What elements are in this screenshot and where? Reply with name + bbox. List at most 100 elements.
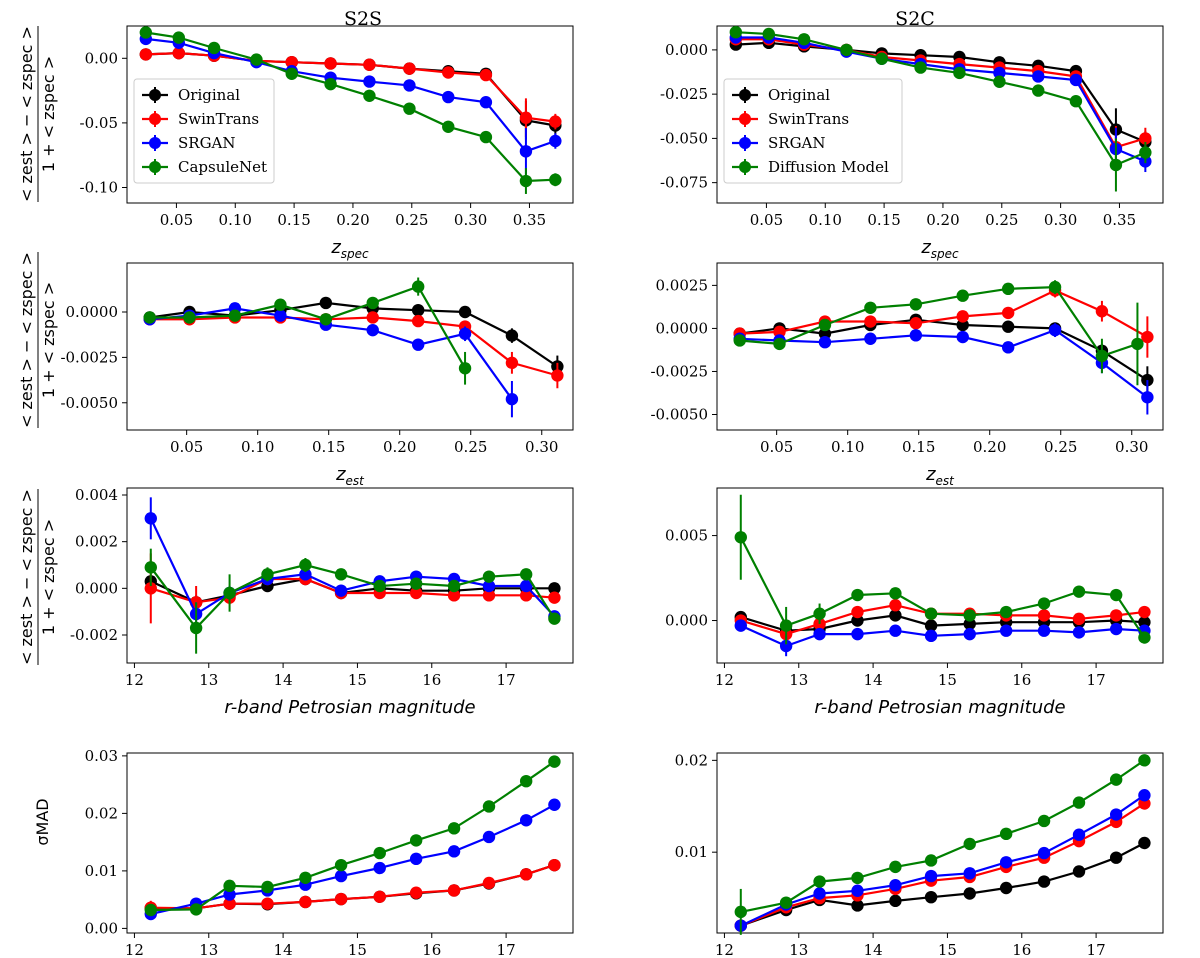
series-swintrans (143, 311, 564, 389)
ylabel-numerator: < zest > − < zspec > (17, 252, 36, 428)
x-tick-label: 0.15 (867, 211, 900, 229)
data-point (403, 62, 416, 75)
y-tick-label: 0.002 (75, 533, 118, 551)
chart-s2c-zspec: 0.05 0.10 0.15 0.20 0.25 0.30 0.35 0.000 -0.025 -… (660, 25, 1164, 261)
data-point (924, 607, 938, 620)
data-point (183, 311, 196, 324)
data-point (1109, 851, 1123, 864)
series-capsulenet (139, 26, 562, 194)
data-point (956, 310, 969, 323)
data-point (963, 867, 976, 880)
data-point (1109, 773, 1123, 786)
series-capsulenet (143, 277, 472, 385)
data-point (1072, 585, 1086, 598)
data-point (482, 800, 496, 813)
data-point (482, 570, 496, 583)
data-point (851, 627, 864, 641)
data-point (144, 582, 157, 595)
x-tick-label: 16 (1012, 941, 1031, 958)
data-point (458, 362, 472, 375)
data-point (779, 619, 793, 632)
data-point (172, 31, 185, 44)
x-tick-label: 0.25 (1044, 438, 1077, 456)
data-point (1037, 609, 1051, 622)
x-tick-label: 13 (789, 941, 808, 958)
data-point (519, 111, 533, 124)
data-point (447, 884, 461, 897)
y-tick-label: 0.01 (85, 862, 118, 880)
data-point (1138, 616, 1151, 629)
data-point (189, 621, 203, 635)
data-point (285, 55, 298, 69)
x-axis-label: zest (925, 464, 955, 488)
series-srgan (144, 497, 561, 626)
y-tick-label: 0.0000 (656, 319, 709, 337)
y-tick-label: -0.075 (660, 174, 708, 192)
x-tick-label: 0.35 (1103, 211, 1136, 229)
data-point (875, 52, 888, 65)
series-srgan (734, 619, 1151, 657)
data-point (479, 130, 493, 144)
data-point (519, 814, 533, 827)
data-point (549, 115, 562, 128)
data-point (1032, 70, 1045, 83)
data-point (442, 66, 455, 79)
y-tick-label: -0.0025 (60, 348, 118, 366)
data-point (813, 887, 826, 900)
data-point (1095, 349, 1109, 363)
data-point (1072, 626, 1086, 639)
data-point (1001, 306, 1015, 320)
data-point (274, 298, 287, 311)
data-point (889, 860, 902, 874)
data-point (1095, 305, 1109, 318)
x-tick-label: 0.20 (336, 211, 369, 229)
x-tick-label: 17 (497, 941, 516, 958)
plot-frame (126, 262, 574, 431)
data-point (223, 897, 236, 910)
y-tick-label: -0.05 (80, 114, 118, 132)
series-diffusion-model (734, 494, 1151, 645)
data-point (1037, 846, 1051, 860)
ylabel-numerator: < zest > − < zspec > (17, 489, 36, 665)
ylabel-row3: < zest > − < zspec > 1 + < zspec > (17, 489, 58, 665)
legend: Original SwinTrans SRGAN Diffusion Model (723, 78, 903, 184)
data-point (519, 174, 533, 188)
data-point (548, 591, 561, 604)
x-tick-label: 0.10 (241, 438, 274, 456)
data-point (299, 895, 312, 909)
y-tick-label: 0.01 (675, 843, 708, 861)
data-point (889, 624, 902, 637)
data-point (334, 858, 348, 872)
data-point (1037, 875, 1051, 888)
data-point (334, 584, 348, 597)
data-point (924, 854, 938, 867)
data-point (261, 568, 274, 581)
x-tick-label: 0.20 (926, 211, 959, 229)
x-tick-label: 15 (938, 941, 957, 958)
panels: 0.05 0.10 0.15 0.20 0.25 0.30 0.35 0.00 -0.05 -0.… (60, 25, 1164, 958)
data-point (999, 624, 1013, 637)
series-line (740, 759, 1146, 913)
x-tick-label: 12 (715, 671, 734, 689)
data-point (411, 314, 425, 328)
x-tick-label: 16 (1012, 671, 1031, 689)
series-line (739, 328, 1149, 399)
series-diffusion-model (729, 25, 1152, 192)
ylabel-denominator: 1 + < zspec > (39, 282, 58, 398)
data-point (548, 858, 561, 872)
data-point (250, 53, 263, 66)
plot-frame (126, 487, 574, 664)
data-point (458, 327, 472, 340)
data-point (797, 33, 811, 46)
data-point (549, 134, 562, 148)
data-point (1048, 280, 1062, 294)
data-point (409, 586, 423, 600)
data-point (953, 66, 966, 80)
x-tick-label: 0.10 (831, 438, 864, 456)
data-point (956, 289, 969, 302)
y-tick-label: 0.000 (665, 41, 708, 59)
data-point (228, 309, 242, 322)
x-tick-label: 14 (274, 671, 293, 689)
data-point (363, 75, 376, 88)
